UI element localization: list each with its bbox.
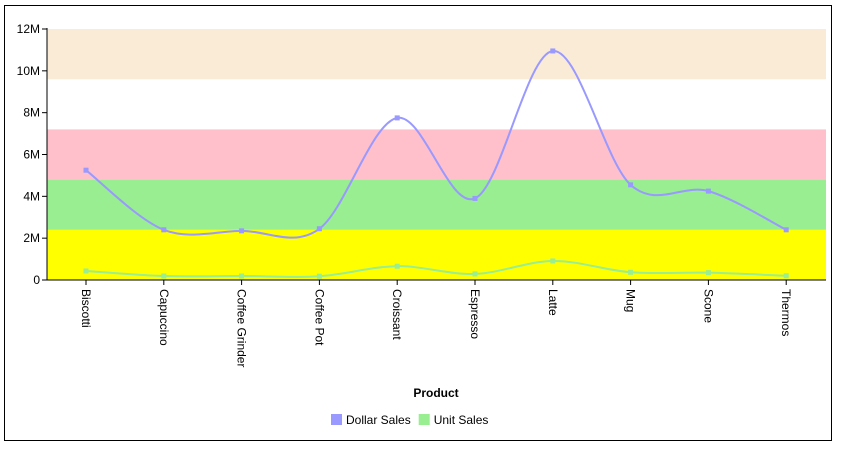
data-point[interactable] xyxy=(161,273,167,279)
x-tick-label: Scone xyxy=(701,289,715,323)
legend: Dollar Sales Unit Sales xyxy=(331,413,488,427)
y-tick-label: 10M xyxy=(17,64,40,78)
data-point[interactable] xyxy=(239,273,245,279)
data-point[interactable] xyxy=(316,273,322,279)
y-tick-label: 4M xyxy=(23,189,40,203)
data-point[interactable] xyxy=(161,227,167,233)
data-point[interactable] xyxy=(316,226,322,232)
data-point[interactable] xyxy=(239,228,245,234)
data-point[interactable] xyxy=(472,195,478,201)
data-point[interactable] xyxy=(783,273,789,279)
legend-label: Unit Sales xyxy=(434,413,489,427)
data-point[interactable] xyxy=(472,271,478,277)
background-bands xyxy=(47,29,826,280)
data-point[interactable] xyxy=(394,263,400,269)
x-tick-label: Espresso xyxy=(468,289,482,339)
series-line-1 xyxy=(85,259,787,278)
x-tick-label: Mug xyxy=(624,289,638,312)
x-tick-label: Coffee Pot xyxy=(312,289,326,346)
y-tick-label: 0 xyxy=(33,273,40,287)
data-point[interactable] xyxy=(705,270,711,276)
x-tick-label: Biscotti xyxy=(79,289,93,328)
band-3 xyxy=(47,29,826,80)
y-tick-label: 8M xyxy=(23,106,40,120)
y-tick-label: 12M xyxy=(17,22,40,36)
band-1 xyxy=(47,179,826,230)
data-point[interactable] xyxy=(783,227,789,233)
data-point[interactable] xyxy=(394,115,400,121)
legend-label: Dollar Sales xyxy=(346,413,411,427)
data-point[interactable] xyxy=(628,182,634,188)
x-axis-title: Product xyxy=(413,386,458,400)
band-2 xyxy=(47,129,826,180)
data-point[interactable] xyxy=(550,258,556,264)
x-tick-label: Coffee Grinder xyxy=(235,289,249,368)
series-line-0 xyxy=(85,49,787,239)
data-point[interactable] xyxy=(83,268,89,274)
legend-swatch xyxy=(331,414,342,425)
y-axis: 0 2M 4M 6M 8M 10M 12M xyxy=(17,22,48,287)
x-tick-label: Capuccino xyxy=(157,289,171,346)
x-tick-label: Thermos xyxy=(779,289,793,336)
x-tick-label: Croissant xyxy=(390,289,404,340)
data-point[interactable] xyxy=(705,188,711,194)
data-point[interactable] xyxy=(550,48,556,54)
y-tick-label: 6M xyxy=(23,148,40,162)
data-point[interactable] xyxy=(628,269,634,275)
y-tick-label: 2M xyxy=(23,231,40,245)
legend-swatch xyxy=(418,414,430,425)
data-point[interactable] xyxy=(83,167,89,173)
x-tick-label: Latte xyxy=(546,289,560,316)
x-axis: Biscotti Capuccino Coffee Grinder Coffee Po… xyxy=(47,279,826,368)
series-lines xyxy=(83,48,789,279)
